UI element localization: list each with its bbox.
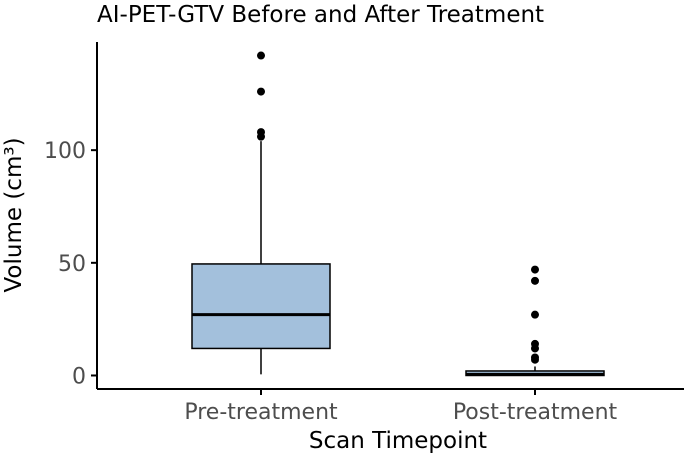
x-tick-label: Post-treatment	[453, 400, 618, 425]
y-tick-label: 50	[58, 252, 86, 277]
chart-title: AI-PET-GTV Before and After Treatment	[97, 2, 544, 28]
y-tick-label: 100	[44, 139, 86, 164]
outlier-point	[531, 276, 539, 285]
y-axis-title: Volume (cm³)	[1, 137, 27, 292]
outlier-point	[257, 51, 265, 60]
outlier-point	[531, 265, 539, 274]
plot-area	[191, 51, 605, 377]
outlier-point	[257, 132, 265, 141]
outlier-point	[257, 87, 265, 96]
outlier-point	[531, 310, 539, 319]
box	[191, 263, 331, 350]
outlier-point	[531, 344, 539, 353]
outlier-point	[531, 355, 539, 364]
x-axis-title: Scan Timepoint	[309, 428, 487, 454]
x-tick-label: Pre-treatment	[184, 400, 338, 425]
y-tick-label: 0	[72, 364, 86, 389]
